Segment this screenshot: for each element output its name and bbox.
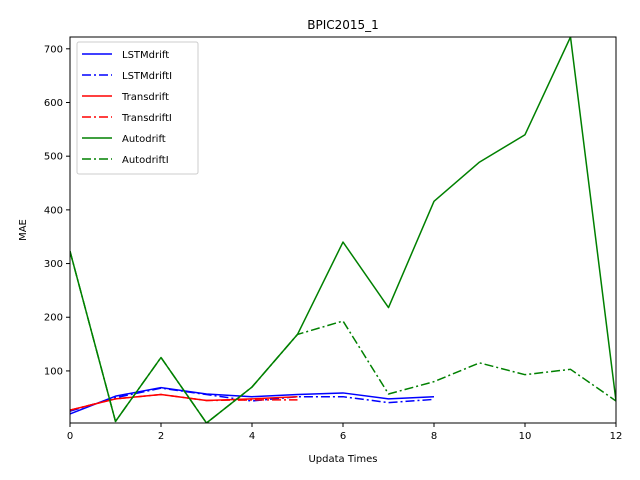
legend-label-transdrifti: TransdriftI xyxy=(121,113,172,124)
series-line-lstmdrift xyxy=(70,386,435,415)
series-layer xyxy=(70,37,616,423)
x-tick-label: 2 xyxy=(158,431,164,442)
x-tick-label: 10 xyxy=(519,431,532,442)
legend-label-autodrift: Autodrift xyxy=(122,134,166,145)
series-line-lstmdrifti xyxy=(70,387,435,412)
x-tick-label: 4 xyxy=(249,431,255,442)
y-tick-label: 400 xyxy=(44,205,63,216)
y-tick-label: 200 xyxy=(44,313,63,324)
y-tick-label: 300 xyxy=(44,259,63,270)
y-tick-label: 600 xyxy=(44,98,63,109)
legend: LSTMdrift LSTMdriftI Transdrift TransdriftI… xyxy=(76,41,199,175)
x-tick-label: 0 xyxy=(67,431,73,442)
chart-title: BPIC2015_1 xyxy=(307,18,379,32)
y-tick-label: 500 xyxy=(44,152,63,163)
x-tick-label: 8 xyxy=(431,431,437,442)
x-axis-label: Updata Times xyxy=(308,454,377,465)
series-line-transdrifti xyxy=(70,393,298,411)
x-tick-label: 6 xyxy=(340,431,346,442)
series-line-autodrifti xyxy=(70,251,616,423)
series-line-autodrift xyxy=(70,37,616,423)
y-axis: 100 200 300 400 500 600 700 xyxy=(44,44,70,377)
legend-label-transdrift: Transdrift xyxy=(121,92,169,103)
y-axis-label: MAE xyxy=(18,219,29,241)
legend-label-autodrifti: AutodriftI xyxy=(122,155,169,166)
x-axis: 0 2 4 6 8 10 12 xyxy=(67,423,623,442)
y-tick-label: 700 xyxy=(44,44,63,55)
y-tick-label: 100 xyxy=(44,366,63,377)
legend-label-lstmdrifti: LSTMdriftI xyxy=(122,71,172,82)
x-tick-label: 12 xyxy=(610,431,623,442)
legend-label-lstmdrift: LSTMdrift xyxy=(122,50,169,61)
